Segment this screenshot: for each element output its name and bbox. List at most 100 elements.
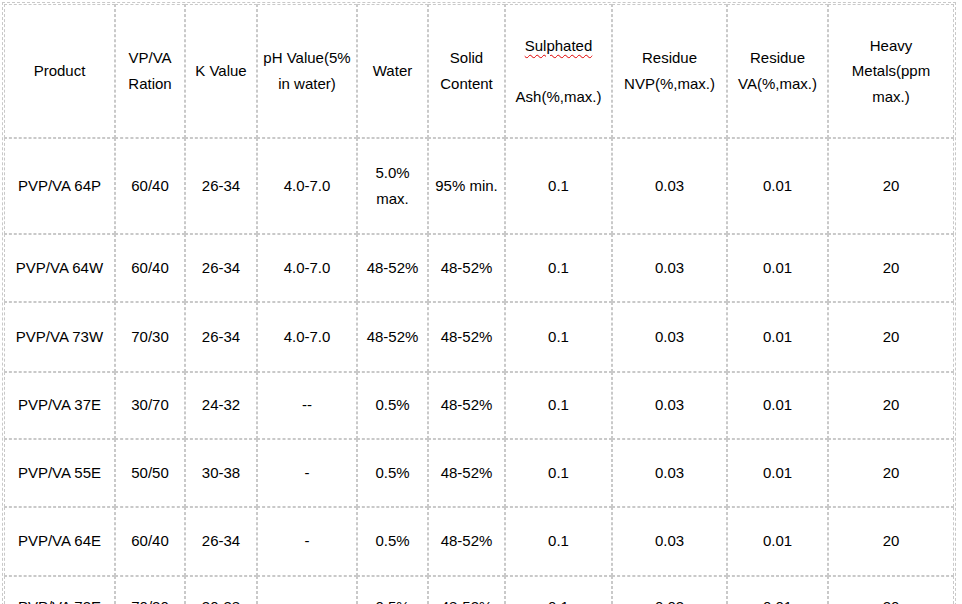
cell-solid-content: 48-52%	[428, 507, 505, 576]
cell-product: PVP/VA 37E	[4, 372, 115, 439]
cell-heavy-metals: 20	[828, 302, 954, 372]
cell-residue-nvp: 0.03	[612, 302, 727, 372]
table-row: PVP/VA 55E 50/50 30-38 - 0.5% 48-52% 0.1…	[4, 439, 954, 507]
header-label: K Value	[188, 58, 254, 84]
cell-k-value: 26-34	[185, 138, 257, 234]
table-row: PVP/VA 64E 60/40 26-34 - 0.5% 48-52% 0.1…	[4, 507, 954, 576]
table-row: PVP/VA 37E 30/70 24-32 -- 0.5% 48-52% 0.…	[4, 372, 954, 439]
cell-product: PVP/VA 64E	[4, 507, 115, 576]
header-cell-k-value: K Value	[185, 4, 257, 138]
cell-ph-value: -	[257, 439, 357, 507]
header-cell-heavy-metals: Heavy Metals(ppm max.)	[828, 4, 954, 138]
cell-ph-value: -	[257, 576, 357, 604]
cell-vpva-ration: 70/30	[115, 576, 185, 604]
cell-heavy-metals: 20	[828, 576, 954, 604]
header-label: pH Value(5% in water)	[260, 45, 354, 96]
cell-residue-va: 0.01	[727, 439, 828, 507]
cell-residue-nvp: 0.03	[612, 439, 727, 507]
cell-water: 48-52%	[357, 234, 428, 302]
cell-solid-content: 48-52%	[428, 576, 505, 604]
cell-ph-value: 4.0-7.0	[257, 302, 357, 372]
header-cell-ph-value: pH Value(5% in water)	[257, 4, 357, 138]
table-row: PVP/VA 73W 70/30 26-34 4.0-7.0 48-52% 48…	[4, 302, 954, 372]
cell-k-value: 26-34	[185, 234, 257, 302]
cell-residue-nvp: 0.03	[612, 372, 727, 439]
cell-product: PVP/VA 64W	[4, 234, 115, 302]
cell-residue-nvp: 0.03	[612, 507, 727, 576]
header-cell-vpva-ration: VP/VA Ration	[115, 4, 185, 138]
header-label: Ash(%,max.)	[508, 84, 609, 110]
cell-vpva-ration: 60/40	[115, 507, 185, 576]
cell-water: 5.0% max.	[357, 138, 428, 234]
cell-residue-nvp: 0.03	[612, 234, 727, 302]
cell-sulphated-ash: 0.1	[505, 138, 612, 234]
cell-residue-va: 0.01	[727, 507, 828, 576]
cell-sulphated-ash: 0.1	[505, 372, 612, 439]
header-label: Residue VA(%,max.)	[730, 45, 825, 96]
header-cell-sulphated-ash: Sulphated Ash(%,max.)	[505, 4, 612, 138]
header-row: Product VP/VA Ration K Value pH Value(5%…	[4, 4, 954, 138]
cell-product: PVP/VA 64P	[4, 138, 115, 234]
cell-residue-va: 0.01	[727, 576, 828, 604]
cell-water: 0.5%	[357, 372, 428, 439]
cell-product: PVP/VA 73E	[4, 576, 115, 604]
product-spec-table-wrapper: Product VP/VA Ration K Value pH Value(5%…	[2, 2, 956, 604]
cell-solid-content: 48-52%	[428, 439, 505, 507]
cell-water: 0.5%	[357, 439, 428, 507]
header-label: Residue NVP(%,max.)	[615, 45, 724, 96]
header-label: Water	[360, 58, 425, 84]
cell-product: PVP/VA 73W	[4, 302, 115, 372]
header-label: Solid Content	[431, 45, 502, 96]
cell-ph-value: --	[257, 372, 357, 439]
header-label: VP/VA Ration	[118, 45, 182, 96]
cell-residue-va: 0.01	[727, 302, 828, 372]
cell-sulphated-ash: 0.1	[505, 234, 612, 302]
cell-sulphated-ash: 0.1	[505, 507, 612, 576]
cell-sulphated-ash: 0.1	[505, 439, 612, 507]
cell-water: 0.5%	[357, 576, 428, 604]
cell-k-value: 30-38	[185, 439, 257, 507]
header-cell-water: Water	[357, 4, 428, 138]
cell-residue-nvp: 0.03	[612, 576, 727, 604]
table-row: PVP/VA 64P 60/40 26-34 4.0-7.0 5.0% max.…	[4, 138, 954, 234]
cell-k-value: 26-34	[185, 507, 257, 576]
cell-ph-value: 4.0-7.0	[257, 138, 357, 234]
cell-residue-va: 0.01	[727, 372, 828, 439]
cell-residue-nvp: 0.03	[612, 138, 727, 234]
cell-solid-content: 95% min.	[428, 138, 505, 234]
cell-vpva-ration: 50/50	[115, 439, 185, 507]
cell-vpva-ration: 60/40	[115, 138, 185, 234]
cell-heavy-metals: 20	[828, 138, 954, 234]
product-spec-table: Product VP/VA Ration K Value pH Value(5%…	[4, 4, 954, 604]
header-cell-product: Product	[4, 4, 115, 138]
cell-heavy-metals: 20	[828, 234, 954, 302]
cell-ph-value: -	[257, 507, 357, 576]
cell-vpva-ration: 60/40	[115, 234, 185, 302]
cell-product: PVP/VA 55E	[4, 439, 115, 507]
cell-vpva-ration: 30/70	[115, 372, 185, 439]
cell-solid-content: 48-52%	[428, 302, 505, 372]
cell-sulphated-ash: 0.1	[505, 302, 612, 372]
cell-solid-content: 48-52%	[428, 372, 505, 439]
cell-heavy-metals: 20	[828, 507, 954, 576]
header-cell-solid-content: Solid Content	[428, 4, 505, 138]
cell-solid-content: 48-52%	[428, 234, 505, 302]
header-label: Product	[7, 58, 112, 84]
cell-heavy-metals: 20	[828, 372, 954, 439]
cell-sulphated-ash: 0.1	[505, 576, 612, 604]
header-cell-residue-va: Residue VA(%,max.)	[727, 4, 828, 138]
cell-water: 48-52%	[357, 302, 428, 372]
header-cell-residue-nvp: Residue NVP(%,max.)	[612, 4, 727, 138]
cell-heavy-metals: 20	[828, 439, 954, 507]
cell-residue-va: 0.01	[727, 234, 828, 302]
cell-ph-value: 4.0-7.0	[257, 234, 357, 302]
cell-k-value: 30-38	[185, 576, 257, 604]
table-row: PVP/VA 64W 60/40 26-34 4.0-7.0 48-52% 48…	[4, 234, 954, 302]
header-label: Heavy Metals(ppm max.)	[831, 33, 951, 110]
cell-water: 0.5%	[357, 507, 428, 576]
cell-residue-va: 0.01	[727, 138, 828, 234]
cell-vpva-ration: 70/30	[115, 302, 185, 372]
header-label-misspelled-word: Sulphated	[508, 33, 609, 59]
spellcheck-wavy-underline: Sulphated	[525, 37, 593, 54]
cell-k-value: 26-34	[185, 302, 257, 372]
